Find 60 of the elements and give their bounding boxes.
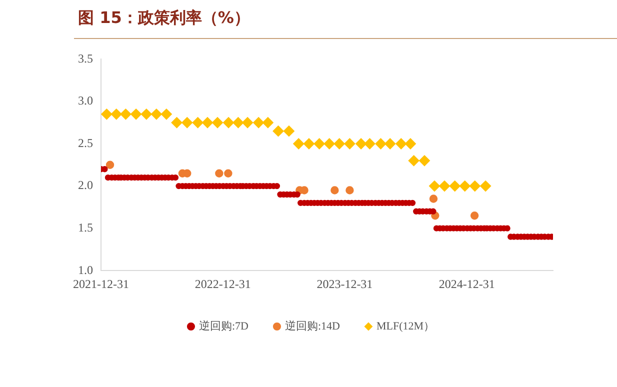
point	[396, 138, 407, 150]
point	[303, 138, 314, 150]
point	[160, 108, 172, 120]
chart-title: 图 15：政策利率（%）	[78, 8, 250, 29]
x-tick-label: 2024-12-31	[438, 276, 495, 291]
point	[262, 117, 274, 128]
point	[330, 186, 339, 194]
y-tick-label: 1.0	[78, 262, 93, 277]
point	[384, 138, 396, 150]
legend-label: 逆回购:7D	[198, 319, 249, 332]
point	[130, 108, 142, 120]
point	[215, 169, 224, 178]
y-tick-label: 3.0	[78, 94, 93, 108]
point	[202, 117, 213, 128]
point	[439, 180, 450, 192]
y-tick-label: 1.5	[78, 220, 93, 234]
point	[283, 126, 294, 137]
point	[449, 180, 460, 192]
y-tick-label: 2.0	[78, 178, 93, 192]
point	[232, 117, 244, 128]
x-tick-label: 2021-12-31	[73, 276, 129, 291]
point	[150, 108, 162, 120]
point	[356, 138, 367, 150]
point	[314, 138, 325, 150]
point	[334, 138, 345, 150]
point	[408, 155, 420, 166]
point	[346, 186, 354, 194]
y-tick-label: 2.5	[78, 136, 93, 150]
point	[272, 126, 284, 137]
point	[469, 180, 480, 192]
point	[324, 138, 335, 150]
point	[344, 138, 356, 150]
point	[242, 117, 254, 128]
point	[480, 180, 492, 192]
point	[253, 117, 264, 128]
point	[182, 117, 193, 128]
point	[293, 138, 304, 150]
point	[375, 138, 386, 150]
point	[224, 169, 232, 178]
point	[223, 117, 234, 128]
point	[404, 138, 416, 150]
point	[428, 180, 440, 192]
point	[120, 108, 132, 120]
point	[364, 138, 376, 150]
point	[418, 155, 430, 166]
x-tick-label: 2023-12-31	[316, 276, 373, 291]
point	[429, 194, 438, 203]
point	[101, 108, 112, 120]
y-tick-label: 3.5	[78, 51, 93, 66]
point	[110, 108, 122, 120]
point	[459, 180, 470, 192]
point	[140, 108, 152, 120]
point	[106, 160, 114, 169]
point	[212, 117, 224, 128]
point	[470, 212, 479, 220]
x-tick-label: 2022-12-31	[194, 276, 251, 291]
legend-label: 逆回购:14D	[284, 319, 340, 332]
point	[192, 117, 204, 128]
legend-label: MLF(12M）	[376, 320, 435, 332]
point	[171, 117, 182, 128]
